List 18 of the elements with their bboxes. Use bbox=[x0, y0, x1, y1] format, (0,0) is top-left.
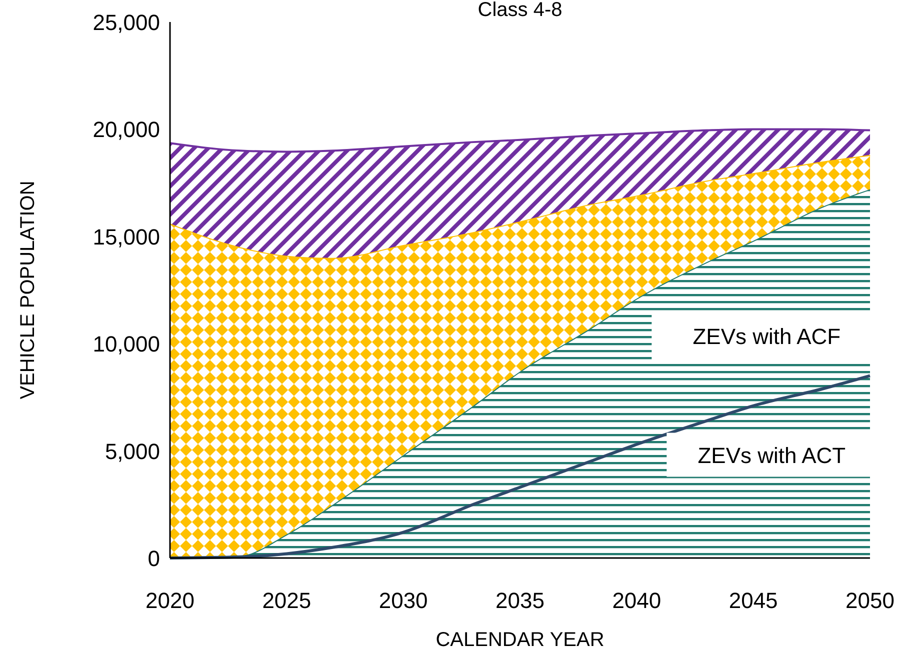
x-tick-label: 2025 bbox=[262, 588, 312, 613]
x-axis-title: CALENDAR YEAR bbox=[436, 629, 604, 651]
y-tick-label: 20,000 bbox=[92, 117, 160, 142]
chart-title: Class 4-8 bbox=[478, 0, 562, 21]
y-tick-label: 10,000 bbox=[92, 332, 160, 357]
x-tick-label: 2035 bbox=[496, 588, 544, 613]
x-tick-label: 2040 bbox=[612, 588, 662, 613]
y-tick-label: 5,000 bbox=[104, 438, 160, 464]
series-label: ZEVs with ACF bbox=[692, 324, 841, 350]
y-axis-title: VEHICLE POPULATION bbox=[17, 180, 39, 400]
y-tick-label: 25,000 bbox=[92, 10, 160, 35]
x-tick-label: 2050 bbox=[846, 588, 894, 613]
x-tick-label: 2045 bbox=[728, 588, 778, 613]
y-tick-label: 15,000 bbox=[92, 224, 160, 250]
x-tick-label: 2030 bbox=[378, 588, 428, 613]
x-tick-label: 2020 bbox=[146, 588, 194, 613]
y-tick-label: 0 bbox=[148, 546, 160, 571]
series-label: ZEVs with ACT bbox=[698, 442, 846, 468]
